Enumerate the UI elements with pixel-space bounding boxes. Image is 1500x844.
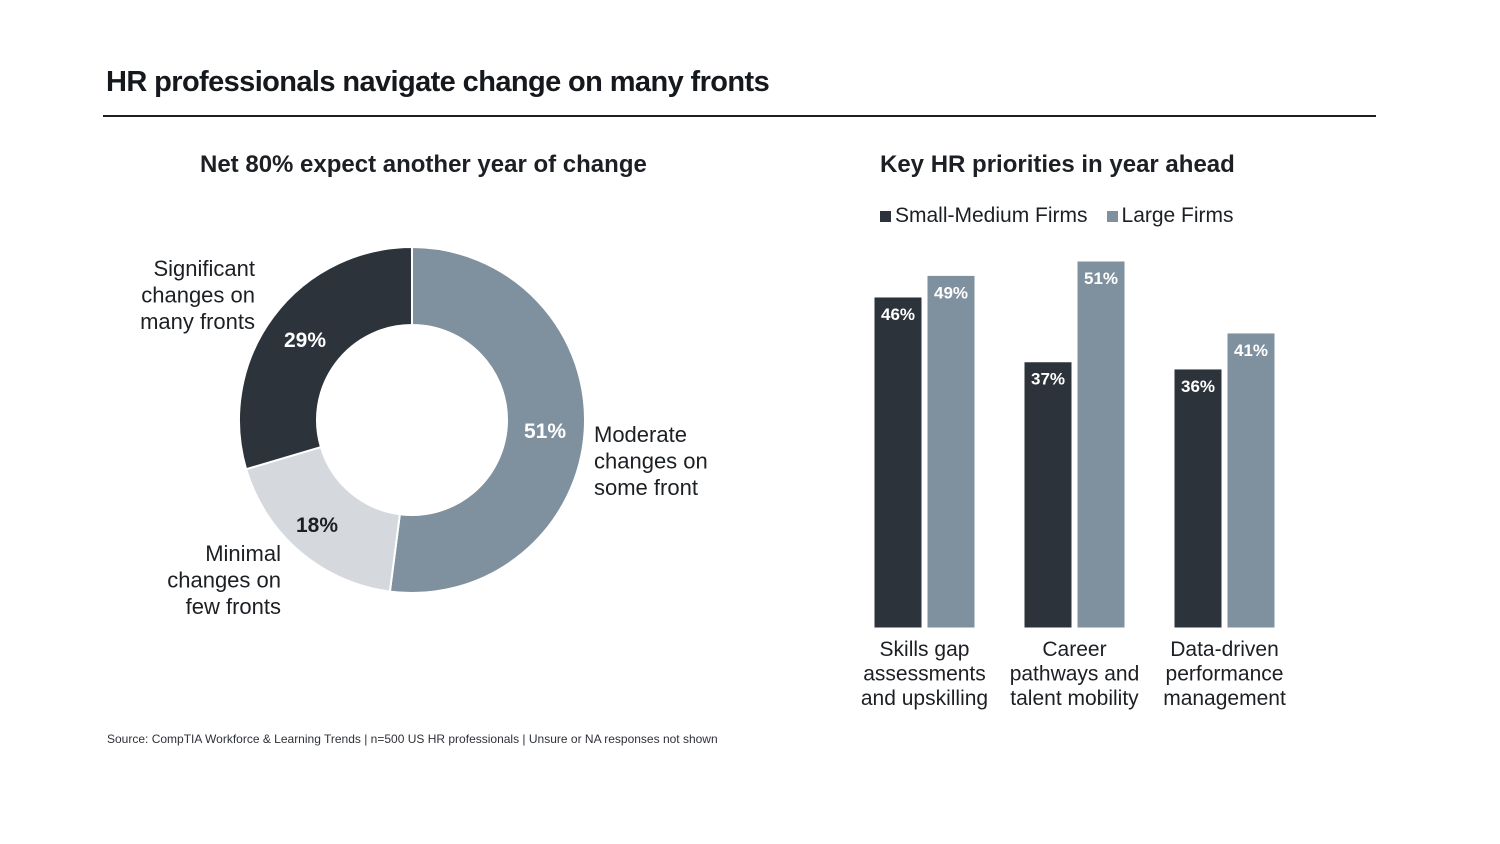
bar-chart: 46% 49% Skills gap assessments and upskillin… <box>861 260 1286 710</box>
page-title: HR professionals navigate change on many… <box>106 66 770 98</box>
donut-chart: 51% Moderate changes on some front 18% Minima… <box>140 245 708 619</box>
bar-value-label: 46% <box>881 305 915 324</box>
bar-category-label: Data-driven performance management <box>1163 638 1286 710</box>
source-note: Source: CompTIA Workforce & Learning Tre… <box>107 732 718 746</box>
bar-value-label: 41% <box>1234 341 1268 360</box>
donut-slice-label: Moderate changes on some front <box>594 422 708 500</box>
donut-slice <box>238 245 413 471</box>
donut-chart-title: Net 80% expect another year of change <box>200 151 647 178</box>
donut-slice-value: 51% <box>524 420 566 443</box>
legend-item-small-medium: Small-Medium Firms <box>880 204 1088 228</box>
donut-slice-value: 18% <box>296 514 338 537</box>
donut-slice-label: Significant changes on many fronts <box>140 256 255 334</box>
legend-label-small-medium: Small-Medium Firms <box>895 204 1088 227</box>
bar <box>1076 260 1126 629</box>
bar <box>1023 361 1073 629</box>
title-divider <box>103 115 1376 117</box>
bar-value-label: 36% <box>1181 377 1215 396</box>
bar <box>926 274 976 629</box>
bar-value-label: 51% <box>1084 269 1118 288</box>
legend-swatch-large <box>1106 210 1118 222</box>
legend-swatch-small-medium <box>880 210 891 222</box>
bar <box>1173 368 1223 629</box>
donut-slice-label: Minimal changes on few fronts <box>167 541 281 619</box>
donut-slice-value: 29% <box>284 329 326 352</box>
legend-item-large: Large Firms <box>1106 204 1234 228</box>
bar-chart-legend: Small-Medium Firms Large Firms <box>880 204 1253 228</box>
bar-chart-title: Key HR priorities in year ahead <box>880 151 1235 178</box>
donut-slice <box>388 245 586 594</box>
bar-category-label: Skills gap assessments and upskilling <box>861 638 988 710</box>
bar-value-label: 37% <box>1031 370 1065 389</box>
bar-category-label: Career pathways and talent mobility <box>1010 638 1140 710</box>
bar <box>1226 332 1276 629</box>
bar <box>873 296 923 629</box>
legend-label-large: Large Firms <box>1121 204 1234 227</box>
bar-value-label: 49% <box>934 283 968 302</box>
donut-slice <box>244 445 401 593</box>
